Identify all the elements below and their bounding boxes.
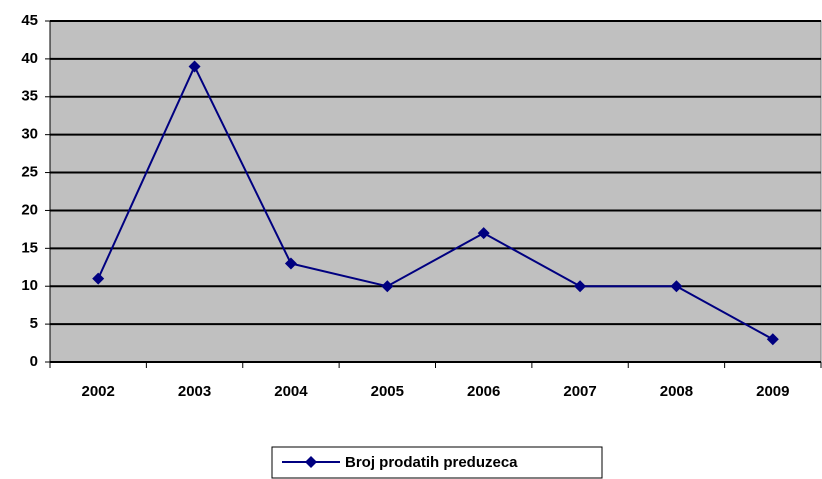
y-tick-label: 45 bbox=[21, 12, 38, 29]
legend-marker bbox=[305, 456, 317, 468]
y-tick-label: 25 bbox=[21, 164, 38, 181]
y-tick-label: 30 bbox=[21, 126, 38, 143]
x-tick-label: 2006 bbox=[467, 383, 500, 400]
marker bbox=[574, 280, 587, 293]
marker bbox=[381, 280, 394, 293]
legend-label: Broj prodatih preduzeca bbox=[345, 454, 518, 471]
y-tick-label: 15 bbox=[21, 239, 38, 256]
marker bbox=[284, 257, 297, 270]
x-tick-label: 2003 bbox=[178, 383, 211, 400]
x-tick-label: 2008 bbox=[660, 383, 693, 400]
x-tick-label: 2002 bbox=[82, 383, 115, 400]
y-tick-label: 10 bbox=[21, 277, 38, 294]
y-tick-label: 0 bbox=[30, 353, 38, 370]
x-tick-label: 2004 bbox=[274, 383, 308, 400]
marker bbox=[766, 333, 779, 346]
marker bbox=[670, 280, 683, 293]
y-tick-label: 20 bbox=[21, 201, 38, 218]
y-tick-label: 5 bbox=[30, 315, 38, 332]
y-tick-label: 35 bbox=[21, 88, 38, 105]
marker bbox=[92, 272, 105, 285]
plot-area bbox=[49, 20, 822, 363]
y-tick-label: 40 bbox=[21, 50, 38, 67]
x-tick-label: 2005 bbox=[371, 383, 404, 400]
marker bbox=[188, 60, 201, 73]
x-tick-label: 2007 bbox=[563, 383, 596, 400]
series-line bbox=[97, 64, 774, 341]
marker bbox=[477, 227, 490, 240]
x-tick-label: 2009 bbox=[756, 383, 789, 400]
